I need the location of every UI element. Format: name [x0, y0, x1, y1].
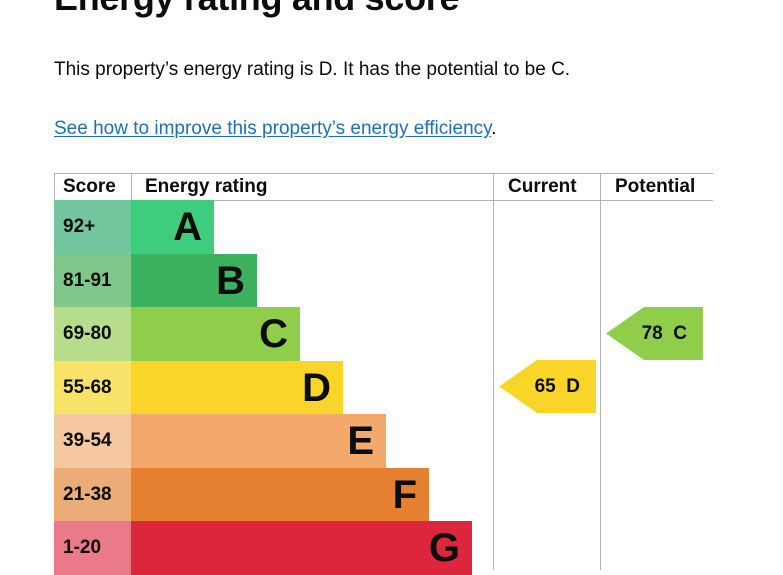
table-left-border: [54, 173, 55, 200]
band-letter: B: [216, 258, 245, 303]
band-score: 39-54: [54, 414, 131, 468]
current-rating-indicator: 65 D: [499, 360, 596, 413]
energy-rating-chart: Score Energy rating Current Potential 92…: [54, 173, 713, 575]
rating-summary: This property’s energy rating is D. It h…: [54, 59, 571, 80]
improve-link-paragraph: See how to improve this property’s energ…: [54, 116, 497, 141]
band-score: 69-80: [54, 307, 131, 361]
potential-column-header: Potential: [615, 176, 696, 197]
band-score: 55-68: [54, 360, 131, 415]
band-bar: B: [131, 253, 257, 308]
band-score: 92+: [54, 200, 131, 254]
header-bottom-border: [54, 200, 713, 201]
current-column-divider: [493, 173, 494, 570]
band-letter: F: [392, 472, 417, 517]
table-top-border: [54, 173, 713, 174]
improve-efficiency-link[interactable]: See how to improve this property’s energ…: [54, 118, 492, 139]
band-score: 1-20: [54, 521, 131, 575]
current-score: 65: [534, 376, 556, 397]
band-bar: C: [131, 307, 300, 361]
link-suffix: .: [491, 118, 497, 139]
band-letter: C: [259, 312, 288, 356]
current-column-header: Current: [508, 176, 577, 197]
score-column-header: Score: [63, 176, 116, 197]
band-letter: E: [347, 419, 374, 463]
band-letter: G: [428, 526, 460, 570]
band-score: 21-38: [54, 467, 131, 522]
band-score: 81-91: [54, 253, 131, 308]
score-column-divider: [131, 173, 132, 200]
page-heading: Energy rating and score: [54, 0, 460, 18]
current-letter: D: [566, 376, 580, 397]
potential-score: 78: [641, 323, 663, 344]
band-bar: D: [131, 360, 343, 415]
rating-column-header: Energy rating: [145, 176, 268, 197]
potential-column-divider: [600, 173, 601, 570]
band-letter: D: [302, 365, 331, 410]
band-bar: A: [131, 200, 214, 254]
potential-rating-indicator: 78 C: [606, 307, 703, 360]
band-bar: F: [131, 467, 429, 522]
band-bar: G: [131, 521, 472, 575]
band-letter: A: [173, 205, 202, 249]
potential-letter: C: [673, 323, 687, 344]
band-bar: E: [131, 414, 386, 468]
